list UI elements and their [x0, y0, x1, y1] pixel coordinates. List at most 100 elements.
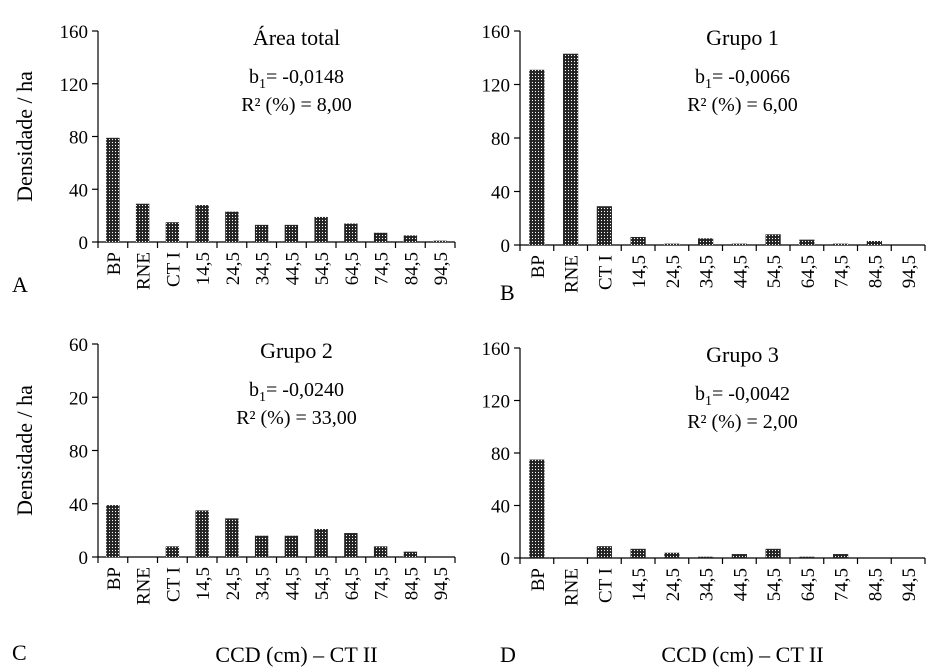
bar-texture	[106, 505, 120, 557]
x-tick-label: 34,5	[253, 567, 274, 600]
y-tick-label: 0	[501, 549, 511, 570]
x-tick-label: BP	[104, 252, 125, 275]
bar-texture	[833, 554, 849, 558]
coefficient-subscript: 1	[705, 394, 712, 409]
x-tick-label: 34,5	[253, 252, 274, 285]
chart-title: Área total	[253, 25, 340, 50]
panel-letter: D	[500, 642, 516, 667]
bar	[433, 240, 447, 242]
x-tick-label: 94,5	[431, 567, 452, 600]
bar	[195, 510, 209, 557]
bar-texture	[314, 216, 328, 242]
y-tick-label: 160	[482, 22, 511, 43]
bar-texture	[344, 533, 358, 557]
x-tick-label: CT I	[595, 568, 616, 603]
x-tick-label: RNE	[562, 568, 583, 606]
bar	[866, 240, 882, 245]
coefficient: b1= -0,0240	[249, 379, 344, 405]
bar	[344, 223, 358, 242]
y-tick-label: 80	[491, 444, 510, 465]
chart-title: Grupo 1	[706, 25, 779, 50]
x-tick-label: 84,5	[401, 252, 422, 285]
x-tick-label: 64,5	[798, 255, 819, 288]
x-tick-label: 24,5	[663, 255, 684, 288]
panel: 0 40 80 120 160 BP RNE CT I 14,5 24,5 34,5 44,5 54,5…	[12, 22, 456, 297]
x-tick-label: CT I	[595, 255, 616, 290]
x-tick-label: 64,5	[798, 568, 819, 601]
x-tick-label: CT I	[163, 252, 184, 287]
x-tick-label: 94,5	[899, 255, 920, 288]
bar-texture	[596, 206, 612, 245]
x-tick-label: 64,5	[342, 567, 363, 600]
bar-texture	[529, 459, 545, 558]
panel: 0 40 80 120 160 BP RNE CT I 14,5 24,5 34,5 44,5 54,5…	[482, 339, 926, 667]
bar	[314, 216, 328, 242]
coefficient-subscript: 1	[705, 77, 712, 92]
x-axis-label: CCD (cm) – CT II	[215, 642, 377, 667]
r-squared: R² (%) = 33,00	[236, 407, 357, 429]
x-tick-label: 24,5	[663, 568, 684, 601]
x-tick-label: 74,5	[372, 252, 393, 285]
bar	[373, 232, 388, 242]
r-squared: R² (%) = 6,00	[687, 94, 798, 116]
x-tick-label: 44,5	[282, 252, 303, 285]
x-tick-label: RNE	[562, 255, 583, 293]
bar	[106, 505, 120, 557]
coefficient-value: = -0,0066	[712, 66, 790, 88]
coefficient-subscript: 1	[259, 390, 266, 405]
coefficient-symbol: b	[695, 66, 705, 88]
bar	[833, 243, 849, 245]
bar-texture	[165, 222, 180, 242]
x-tick-label: 84,5	[865, 568, 886, 601]
bar	[664, 243, 680, 245]
y-tick-label: 160	[60, 22, 89, 43]
bar	[833, 554, 849, 558]
y-tick-label: 20	[69, 388, 88, 409]
bar	[630, 236, 646, 245]
coefficient: b1= -0,0148	[249, 66, 344, 92]
bar	[344, 533, 358, 557]
panel: 0 40 80 20 60 BP RNE CT I 14,5 24,5 34,5 44,5 54,5 64…	[12, 335, 456, 667]
y-tick-label: 120	[60, 75, 89, 96]
bar	[195, 205, 209, 242]
bar	[225, 211, 239, 242]
bar-texture	[284, 224, 299, 242]
bar	[529, 69, 545, 245]
bar-texture	[254, 535, 269, 557]
bar	[135, 203, 150, 242]
bar-texture	[195, 510, 209, 557]
bar-texture	[596, 546, 612, 558]
bar-texture	[135, 203, 150, 242]
x-tick-label: CT I	[163, 567, 184, 602]
bar-texture	[403, 551, 418, 557]
coefficient-symbol: b	[695, 383, 705, 405]
bar	[799, 239, 815, 245]
coefficient-value: = -0,0042	[712, 383, 790, 405]
y-tick-label: 0	[501, 236, 511, 257]
bar	[765, 548, 781, 558]
bar-texture	[225, 211, 239, 242]
bar	[106, 137, 120, 242]
bar	[731, 243, 747, 245]
x-tick-label: 54,5	[312, 567, 333, 600]
bar	[165, 546, 180, 557]
x-tick-label: 94,5	[431, 252, 452, 285]
coefficient-symbol: b	[249, 379, 259, 401]
y-tick-label: 60	[69, 335, 88, 356]
bar	[630, 548, 646, 558]
bar	[254, 535, 269, 557]
bar	[225, 518, 239, 557]
bar-texture	[799, 556, 815, 558]
x-tick-label: 44,5	[730, 255, 751, 288]
bar-texture	[731, 554, 747, 558]
bar-texture	[799, 239, 815, 245]
x-tick-label: 54,5	[764, 568, 785, 601]
bar-texture	[765, 548, 781, 558]
r-squared: R² (%) = 8,00	[241, 94, 352, 116]
y-axis-label: Densidade / ha	[12, 385, 37, 516]
bar-texture	[765, 234, 781, 245]
bar-texture	[254, 224, 269, 242]
bar-texture	[664, 552, 680, 558]
bar-texture	[433, 240, 447, 242]
coefficient-value: = -0,0148	[266, 66, 344, 88]
